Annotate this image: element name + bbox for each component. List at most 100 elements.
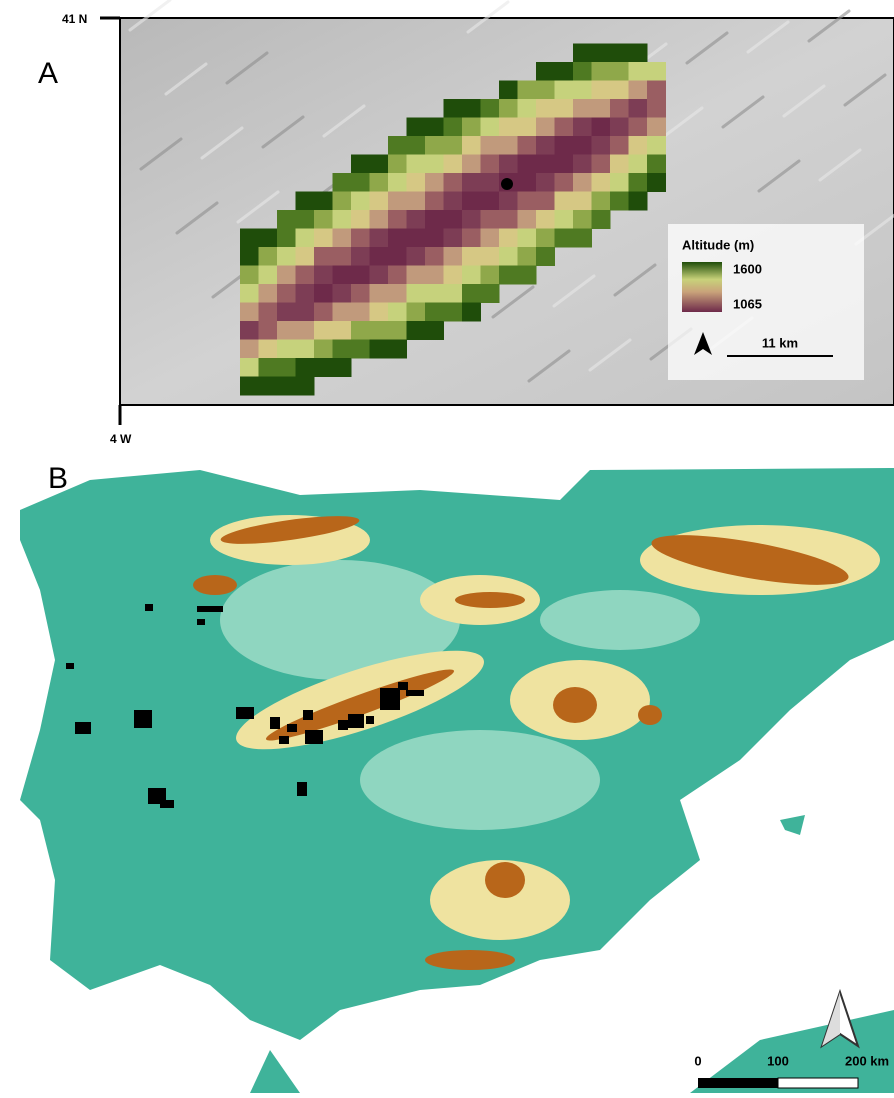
altitude-cell — [518, 247, 537, 266]
altitude-cell — [370, 247, 389, 266]
altitude-cell — [388, 192, 407, 211]
altitude-cell — [573, 44, 592, 63]
altitude-cell — [333, 192, 352, 211]
altitude-cell — [425, 192, 444, 211]
altitude-cell — [610, 192, 629, 211]
altitude-cell — [296, 358, 315, 377]
altitude-cell — [407, 118, 426, 137]
altitude-cell — [610, 118, 629, 137]
altitude-cell — [629, 81, 648, 100]
altitude-cell — [610, 81, 629, 100]
altitude-cell — [240, 266, 259, 285]
altitude-cell — [592, 118, 611, 137]
altitude-cell — [592, 155, 611, 174]
altitude-cell — [592, 173, 611, 192]
altitude-cell — [388, 284, 407, 303]
altitude-cell — [407, 321, 426, 340]
altitude-cell — [314, 210, 333, 229]
altitude-cell — [277, 229, 296, 248]
altitude-cell — [462, 229, 481, 248]
altitude-cell — [240, 340, 259, 359]
altitude-cell — [388, 229, 407, 248]
altitude-cell — [444, 284, 463, 303]
altitude-cell — [462, 155, 481, 174]
altitude-cell — [481, 284, 500, 303]
altitude-cell — [296, 303, 315, 322]
page: Altitude (m) 1600 1065 11 km 41 N 4 W A — [0, 0, 894, 1093]
altitude-cell — [462, 118, 481, 137]
altitude-cell — [610, 155, 629, 174]
altitude-cell — [555, 155, 574, 174]
altitude-cell — [351, 303, 370, 322]
altitude-cell — [370, 284, 389, 303]
altitude-cell — [462, 303, 481, 322]
altitude-cell — [351, 173, 370, 192]
altitude-cell — [314, 192, 333, 211]
altitude-cell — [351, 247, 370, 266]
altitude-cell — [351, 284, 370, 303]
altitude-cell — [462, 192, 481, 211]
altitude-cell — [444, 155, 463, 174]
altitude-cell — [333, 266, 352, 285]
altitude-cell — [518, 266, 537, 285]
altitude-cell — [388, 136, 407, 155]
altitude-cell — [592, 81, 611, 100]
altitude-cell — [407, 229, 426, 248]
legend-title: Altitude (m) — [682, 237, 754, 252]
altitude-cell — [481, 229, 500, 248]
altitude-cell — [499, 155, 518, 174]
altitude-cell — [259, 229, 278, 248]
altitude-cell — [555, 192, 574, 211]
altitude-cell — [647, 173, 666, 192]
altitude-cell — [259, 266, 278, 285]
altitude-cell — [592, 192, 611, 211]
altitude-cell — [296, 229, 315, 248]
altitude-cell — [425, 155, 444, 174]
altitude-cell — [407, 155, 426, 174]
altitude-cell — [333, 321, 352, 340]
africa-west — [250, 1050, 300, 1093]
altitude-cell — [425, 247, 444, 266]
scale-label: 200 km — [845, 1053, 889, 1068]
altitude-cell — [407, 210, 426, 229]
altitude-cell — [647, 99, 666, 118]
altitude-cell — [277, 266, 296, 285]
altitude-cell — [610, 136, 629, 155]
altitude-cell — [388, 340, 407, 359]
altitude-cell — [277, 247, 296, 266]
altitude-cell — [536, 81, 555, 100]
altitude-cell — [536, 118, 555, 137]
altitude-cell — [444, 136, 463, 155]
altitude-cell — [462, 99, 481, 118]
altitude-cell — [333, 247, 352, 266]
altitude-cell — [536, 210, 555, 229]
altitude-cell — [277, 303, 296, 322]
panel-label: B — [48, 462, 68, 495]
altitude-cell — [333, 340, 352, 359]
altitude-cell — [240, 229, 259, 248]
altitude-cell — [259, 358, 278, 377]
altitude-cell — [518, 99, 537, 118]
altitude-cell — [407, 173, 426, 192]
altitude-cell — [647, 136, 666, 155]
altitude-cell — [370, 340, 389, 359]
altitude-cell — [351, 321, 370, 340]
altitude-cell — [518, 118, 537, 137]
altitude-cell — [333, 358, 352, 377]
altitude-cell — [629, 155, 648, 174]
altitude-cell — [351, 192, 370, 211]
altitude-cell — [629, 44, 648, 63]
altitude-cell — [536, 173, 555, 192]
altitude-cell — [573, 155, 592, 174]
altitude-cell — [407, 247, 426, 266]
altitude-cell — [425, 136, 444, 155]
altitude-cell — [444, 173, 463, 192]
altitude-cell — [296, 284, 315, 303]
altitude-cell — [629, 173, 648, 192]
altitude-cell — [333, 173, 352, 192]
altitude-cell — [499, 192, 518, 211]
altitude-cell — [388, 155, 407, 174]
altitude-cell — [333, 284, 352, 303]
altitude-cell — [518, 210, 537, 229]
legend-min: 1065 — [733, 296, 762, 311]
